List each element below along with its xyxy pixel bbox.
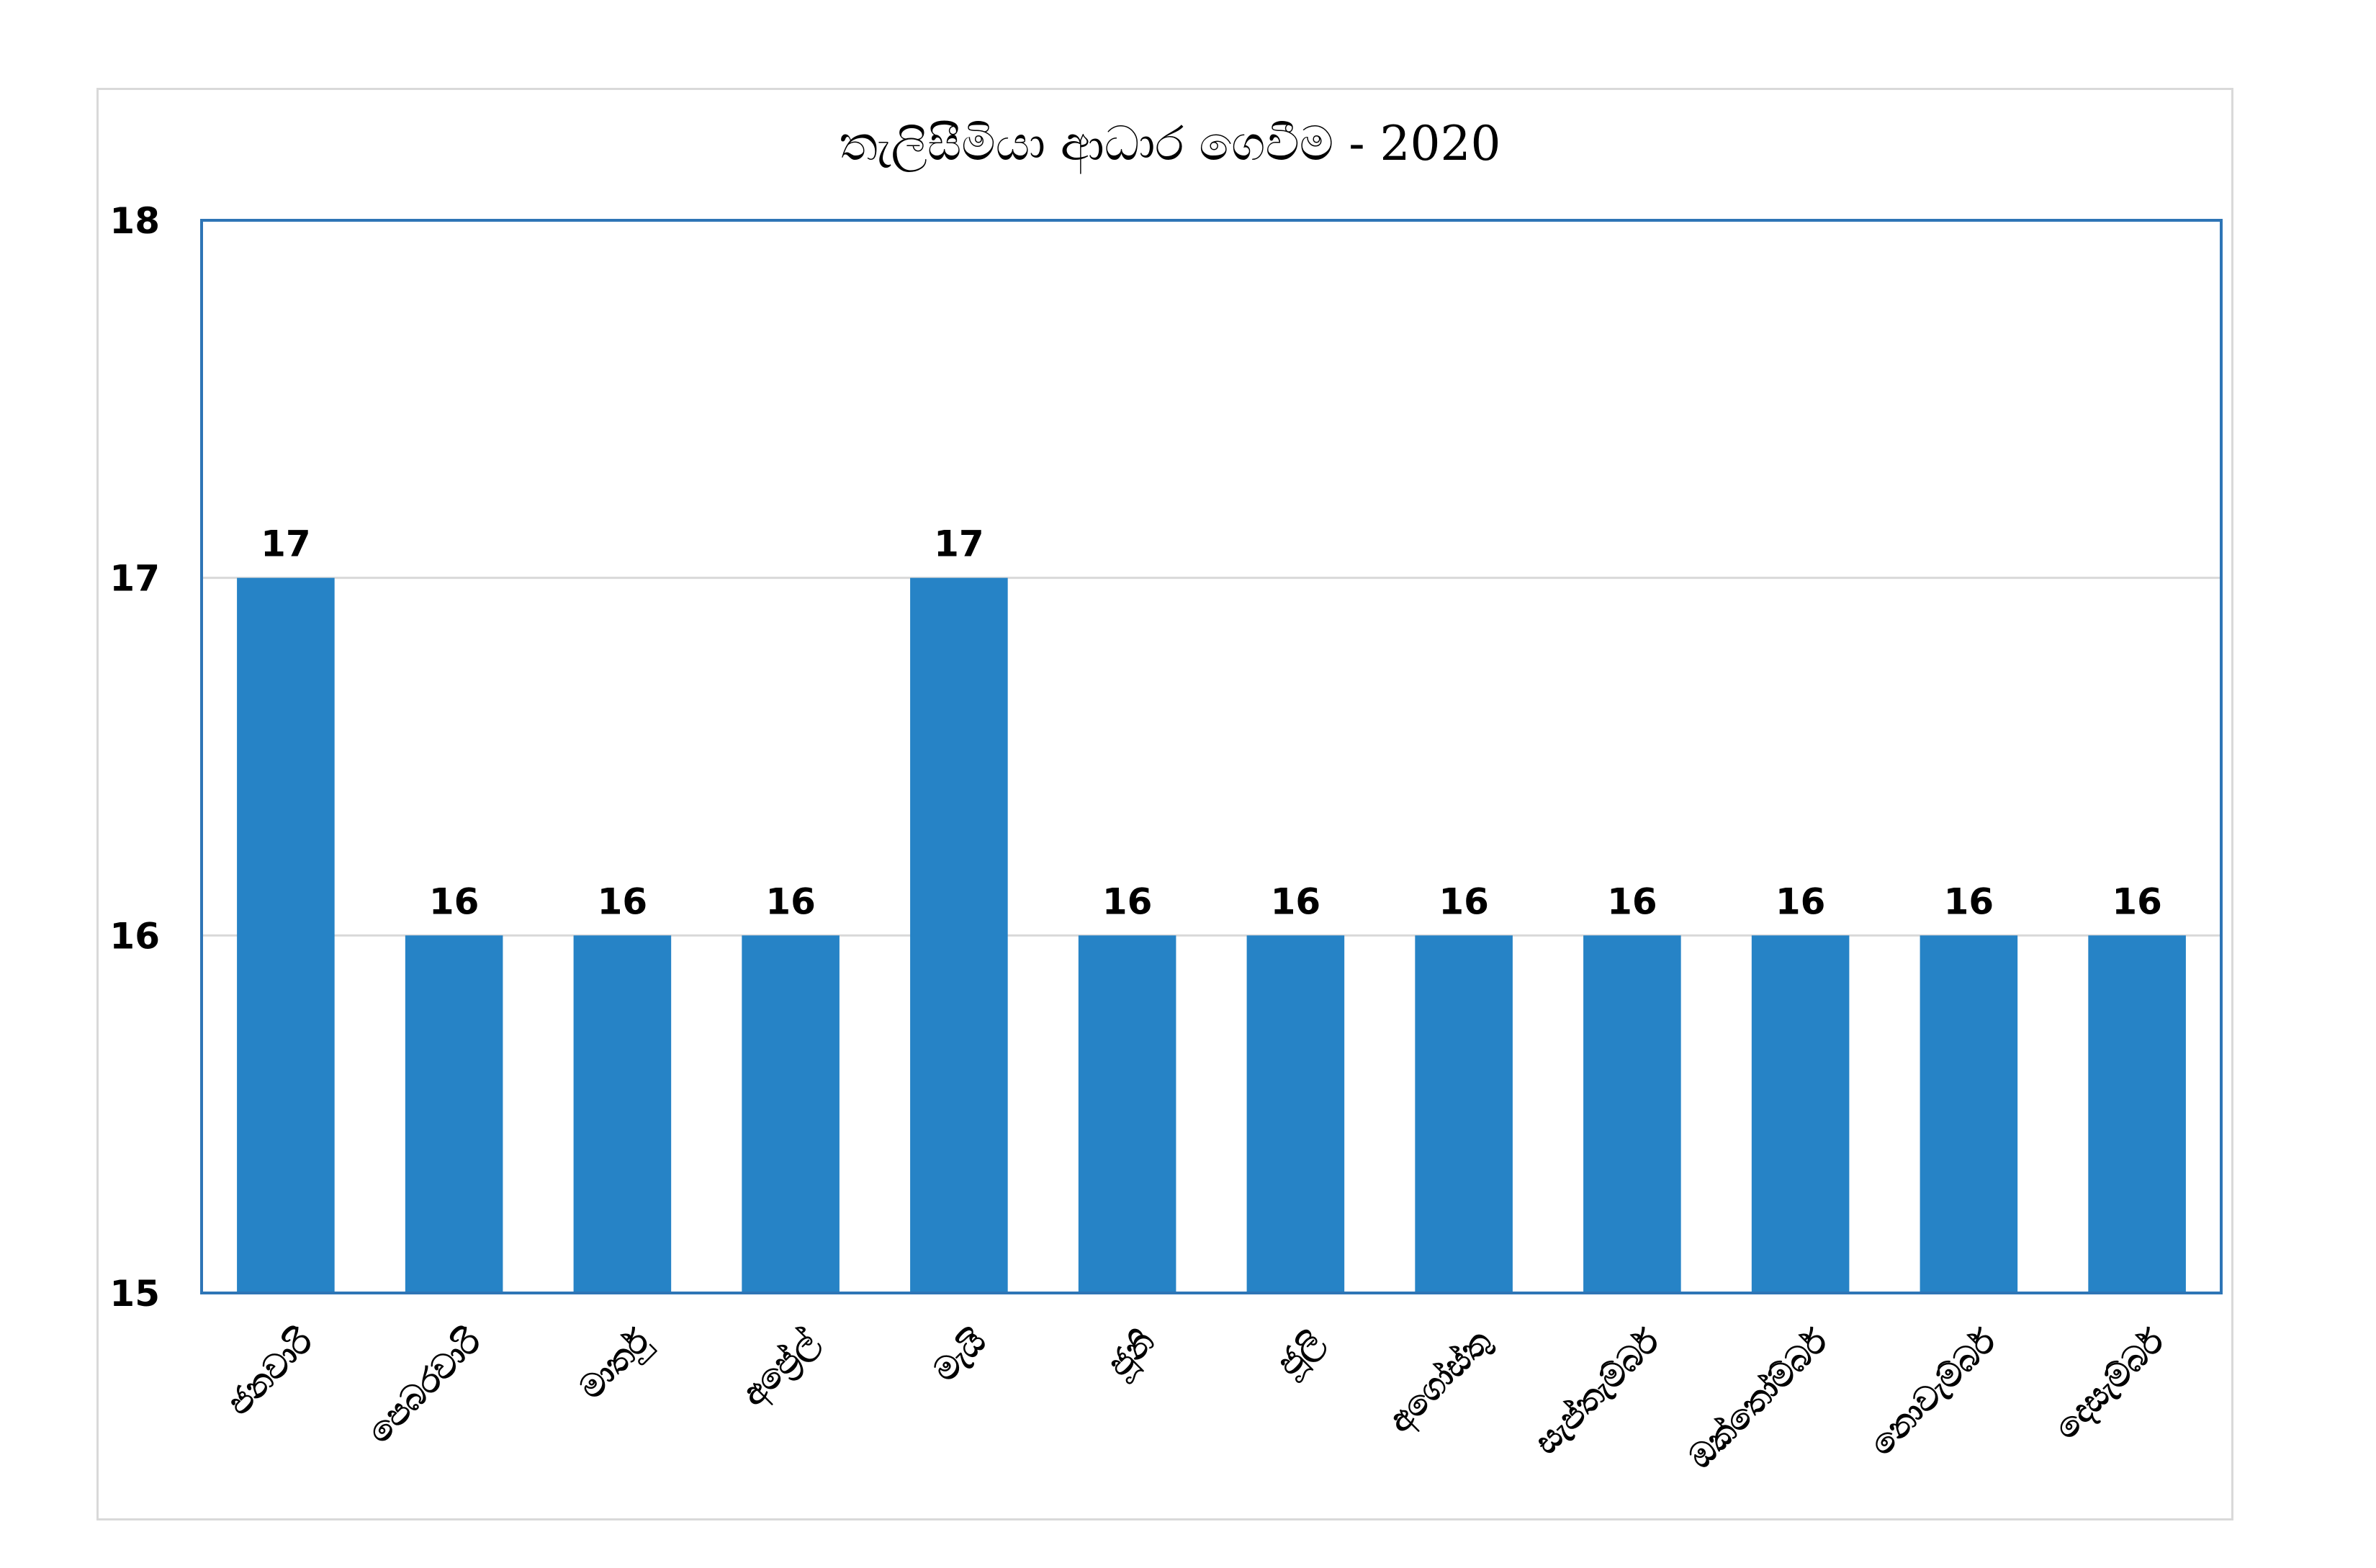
x-tick-label: නොවැම්බර් — [1862, 1321, 2004, 1463]
x-tick-label: පෙබරවාරි — [359, 1321, 489, 1451]
bars — [237, 577, 2186, 1293]
bar — [573, 935, 672, 1293]
data-label: 16 — [1271, 880, 1321, 922]
chart-title: තැලිසීමියා ආධාර ගෙවීම - 2020 — [839, 116, 1500, 174]
x-tick-label: ජනවාරි — [219, 1321, 320, 1423]
data-label: 16 — [1944, 880, 1994, 922]
plot-area-border — [200, 219, 2223, 1294]
bar — [237, 577, 335, 1293]
data-labels: 17 16 16 16 17 16 16 16 16 16 16 16 — [261, 523, 2162, 923]
gridlines — [202, 577, 2221, 937]
x-axis-ticks: ජනවාරි පෙබරවාරි මාර්තු අප්‍රේල් මැයි ජූනි ජූලි… — [219, 1321, 2174, 1476]
bar — [910, 577, 1008, 1293]
bar — [405, 935, 503, 1293]
data-label: 17 — [934, 523, 984, 565]
data-label: 17 — [261, 523, 311, 565]
bar — [1751, 935, 1850, 1293]
bar — [1246, 935, 1345, 1293]
x-tick-label: ජූනි — [1099, 1322, 1164, 1387]
x-tick-label: මාර්තු — [572, 1321, 659, 1408]
x-tick-label: ජූලි — [1269, 1322, 1333, 1386]
data-label: 16 — [1102, 880, 1153, 922]
bar — [742, 935, 840, 1293]
bar — [1415, 935, 1513, 1293]
bar — [2088, 935, 2186, 1293]
y-tick-label: 17 — [109, 558, 160, 600]
y-tick-label: 16 — [109, 915, 160, 957]
y-axis-ticks: 15 16 17 18 — [109, 200, 160, 1315]
data-label: 16 — [765, 880, 816, 922]
y-tick-label: 15 — [109, 1273, 160, 1315]
x-tick-label: සැප්තැම්බර් — [1526, 1321, 1667, 1461]
bar — [1583, 935, 1681, 1293]
x-tick-label: අගෝස්තු — [1380, 1321, 1500, 1441]
data-label: 16 — [598, 880, 648, 922]
x-tick-label: මැයි — [926, 1322, 994, 1389]
data-label: 16 — [429, 880, 480, 922]
data-label: 16 — [2112, 880, 2162, 922]
data-label: 16 — [1776, 880, 1826, 922]
data-label: 16 — [1439, 880, 1489, 922]
data-label: 16 — [1607, 880, 1657, 922]
y-tick-label: 18 — [109, 200, 160, 242]
bar — [1078, 935, 1176, 1293]
x-tick-label: ඔක්තෝම්බර් — [1680, 1321, 1835, 1476]
x-tick-label: දෙසැම්බර් — [2046, 1321, 2174, 1448]
x-tick-label: අප්‍රේල් — [734, 1321, 828, 1415]
bar — [1920, 935, 2018, 1293]
